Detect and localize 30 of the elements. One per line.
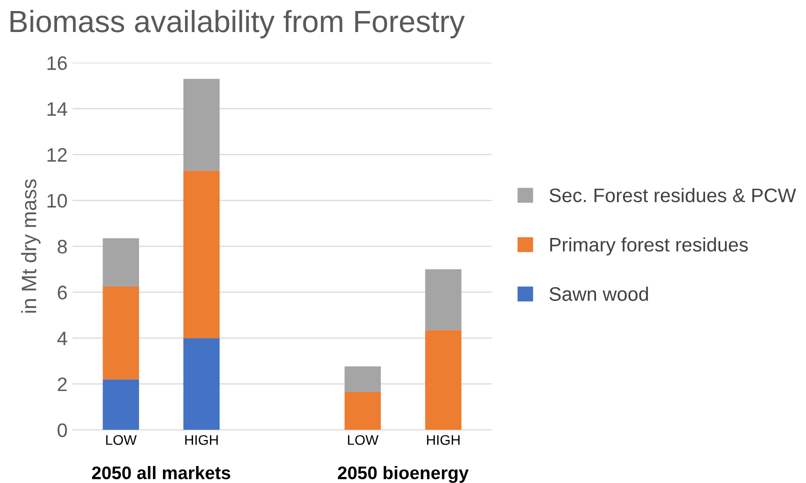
bar: [425, 330, 462, 430]
y-axis-title: in Mt dry mass: [21, 179, 40, 313]
x-tick-label: LOW: [106, 435, 137, 445]
y-tick-label: 12: [48, 148, 67, 162]
legend-label: Sawn wood: [550, 286, 648, 301]
text: 2050 bioenergy: [338, 466, 469, 483]
bar: [425, 269, 462, 330]
x-tick-label: HIGH: [427, 435, 460, 445]
y-tick-label: 16: [48, 56, 67, 70]
legend-label: Primary forest residues: [550, 237, 748, 256]
y-tick-label: 2: [58, 377, 67, 392]
y-tick-label: 10: [48, 194, 67, 208]
x-tick-label: LOW: [348, 435, 378, 445]
y-tick-label: 14: [48, 102, 68, 116]
bar: [344, 366, 381, 392]
y-tick-label: 6: [58, 286, 67, 300]
text: 2050 all markets: [92, 466, 230, 480]
bar: [102, 238, 140, 286]
legend-label: Sec. Forest residues & PCW: [550, 188, 796, 202]
x-tick-label: HIGH: [185, 435, 218, 445]
y-tick-label: 8: [58, 240, 67, 254]
y-tick-label: 0: [58, 423, 67, 438]
bar: [102, 379, 140, 430]
bar: [183, 338, 220, 430]
bar: [183, 170, 220, 338]
bar: [183, 78, 220, 171]
chart-title: Biomass availability from Forestry: [10, 10, 465, 38]
y-tick-label: 4: [57, 332, 68, 346]
bar: [102, 286, 140, 380]
bar: [344, 392, 381, 430]
